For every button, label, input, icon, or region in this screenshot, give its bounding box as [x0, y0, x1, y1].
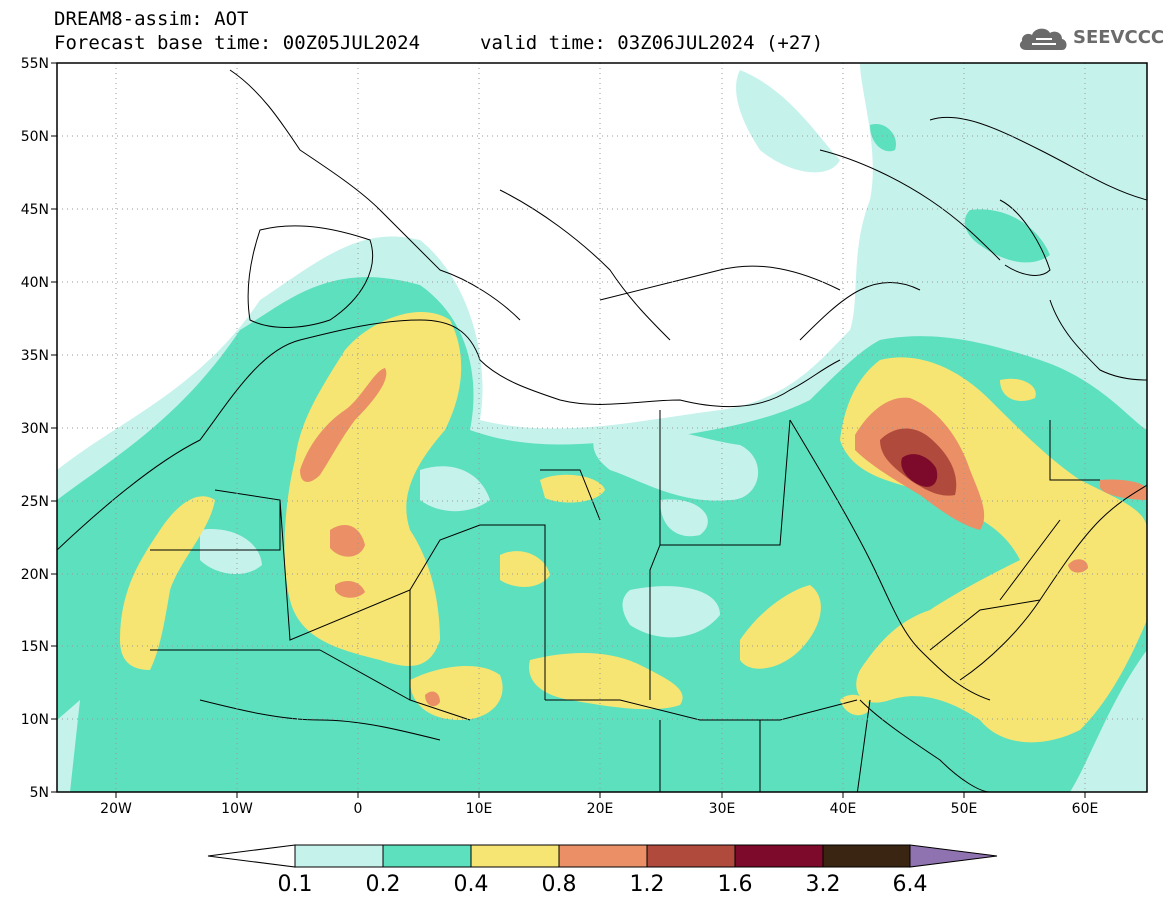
- colorbar-label: 0.4: [454, 872, 489, 897]
- colorbar-segment: [822, 844, 911, 868]
- lon-label: 0: [354, 801, 363, 817]
- lon-label: 50E: [951, 801, 978, 817]
- colorbar-label: 0.8: [542, 872, 577, 897]
- lon-label: 20W: [100, 801, 132, 817]
- colorbar-segment: [558, 844, 648, 868]
- graticule: [57, 63, 1147, 792]
- colorbar-extend-low: [207, 844, 296, 868]
- lon-label: 30E: [709, 801, 736, 817]
- map-title: DREAM8-assim: AOT: [54, 8, 249, 30]
- colorbar-segment: [382, 844, 472, 868]
- lat-label: 25N: [21, 494, 49, 510]
- colorbar: 0.1 0.2 0.4 0.8 1.2 1.6 3.2 6.4: [207, 844, 998, 897]
- colorbar-label: 1.2: [630, 872, 665, 897]
- lat-label: 10N: [21, 712, 49, 728]
- lat-label: 50N: [21, 129, 49, 145]
- lat-label: 45N: [21, 202, 49, 218]
- logo-text: SEEVCCC: [1073, 27, 1165, 48]
- lon-label: 20E: [587, 801, 614, 817]
- colorbar-label: 1.6: [718, 872, 753, 897]
- lon-label: 60E: [1072, 801, 1099, 817]
- aot-field: [57, 63, 1147, 792]
- colorbar-segment: [294, 844, 384, 868]
- lat-label: 55N: [21, 56, 49, 72]
- lat-label: 5N: [30, 785, 49, 801]
- colorbar-segment: [646, 844, 736, 868]
- colorbar-segment: [734, 844, 824, 868]
- colorbar-label: 0.2: [366, 872, 401, 897]
- colorbar-label: 0.1: [278, 872, 313, 897]
- lat-label: 40N: [21, 275, 49, 291]
- lat-label: 15N: [21, 639, 49, 655]
- colorbar-label: 3.2: [806, 872, 841, 897]
- colorbar-segment: [470, 844, 560, 868]
- seevccc-logo: SEEVCCC: [1018, 24, 1164, 56]
- cloud-icon: [1019, 28, 1067, 50]
- lat-label: 20N: [21, 567, 49, 583]
- lat-label: 35N: [21, 348, 49, 364]
- colorbar-label: 6.4: [893, 872, 928, 897]
- colorbar-extend-high: [909, 844, 998, 868]
- valid-time: valid time: 03Z06JUL2024 (+27): [480, 32, 824, 54]
- lon-label: 10E: [466, 801, 493, 817]
- forecast-base-time: Forecast base time: 00Z05JUL2024: [54, 32, 421, 54]
- lat-label: 30N: [21, 421, 49, 437]
- lon-label: 40E: [830, 801, 857, 817]
- lon-label: 10W: [221, 801, 253, 817]
